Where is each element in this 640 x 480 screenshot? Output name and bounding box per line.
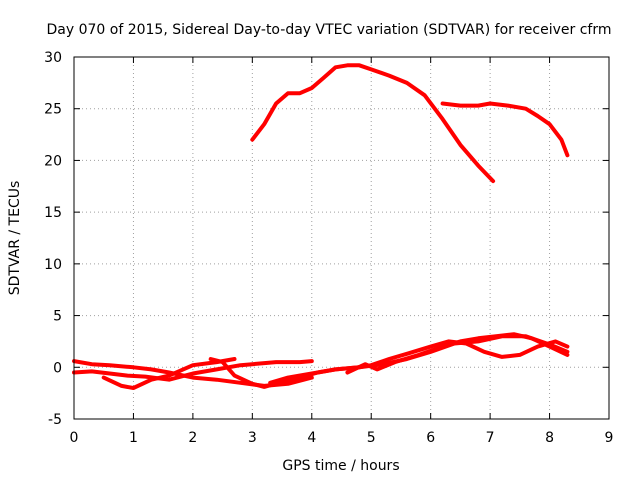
y-tick-label: 0 (53, 360, 62, 376)
y-tick-label: 25 (44, 102, 62, 118)
y-tick-label: -5 (48, 412, 62, 428)
x-tick-label: 6 (426, 430, 435, 446)
x-tick-label: 1 (129, 430, 138, 446)
x-tick-label: 0 (70, 430, 79, 446)
y-tick-label: 15 (44, 205, 62, 221)
x-tick-label: 3 (248, 430, 257, 446)
x-tick-label: 4 (307, 430, 316, 446)
x-axis-label: GPS time / hours (282, 458, 399, 474)
series-group (72, 63, 570, 390)
y-tick-label: 20 (44, 153, 62, 169)
x-tick-label: 5 (367, 430, 376, 446)
y-axis-label: SDTVAR / TECUs (7, 181, 23, 296)
x-tick-label: 7 (486, 430, 495, 446)
series-line-arc-5 (101, 357, 237, 390)
tick-labels: 0 1 2 3 4 5 6 7 8 9 -5 0 5 10 15 20 25 30 (44, 50, 613, 446)
axis-ticks (73, 56, 610, 420)
y-tick-label: 10 (44, 257, 62, 273)
grid (74, 57, 609, 419)
series-line-arc-4 (72, 359, 314, 382)
y-tick-label: 30 (44, 50, 62, 66)
series-line-arc-8 (345, 332, 570, 375)
series-line-arc-7 (268, 339, 570, 385)
series-line-arc-2 (440, 101, 570, 158)
plot-frame (73, 56, 610, 420)
x-tick-label: 8 (545, 430, 554, 446)
series-line-arc-1 (250, 63, 496, 184)
chart-title: Day 070 of 2015, Sidereal Day-to-day VTE… (47, 22, 612, 38)
x-tick-label: 9 (605, 430, 614, 446)
y-tick-label: 5 (53, 309, 62, 325)
x-tick-label: 2 (188, 430, 197, 446)
